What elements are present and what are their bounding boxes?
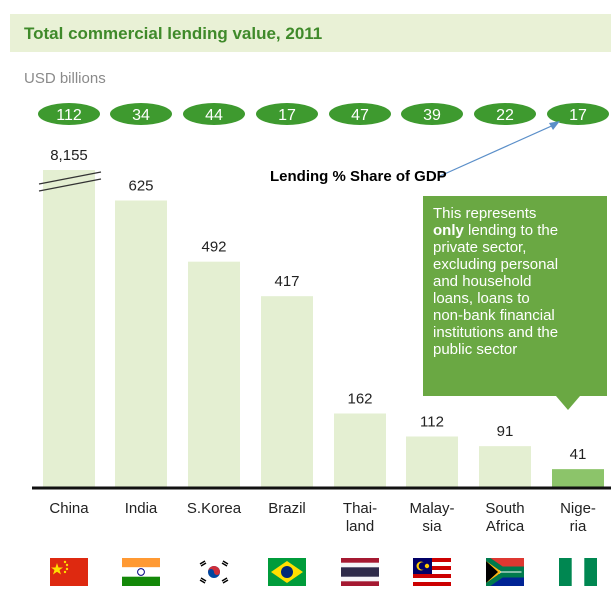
brazil-flag — [268, 558, 306, 586]
gdp-share-pill — [547, 103, 609, 125]
gdp-share-arrow — [439, 123, 557, 177]
bar-value-label: 162 — [347, 390, 372, 407]
gdp-share-value: 44 — [205, 107, 223, 124]
bar-value-label: 492 — [201, 239, 226, 256]
category-label-line: India — [124, 500, 158, 517]
category-label-line: Malay- — [409, 500, 455, 517]
china-flag — [50, 558, 88, 586]
gdp-share-value: 47 — [351, 107, 369, 124]
note-pointer — [556, 396, 580, 410]
india-flag — [122, 558, 160, 586]
south-korea-flag — [195, 558, 233, 586]
bar — [406, 436, 458, 488]
note-line: non-bank financial — [433, 307, 555, 324]
category-label: S.Korea — [174, 500, 254, 518]
gdp-share-pill — [38, 103, 100, 125]
bar — [115, 200, 167, 488]
note-line: This represents — [433, 205, 537, 222]
note-line: private sector, — [433, 239, 527, 256]
category-label-line: South — [485, 500, 525, 517]
note-line: loans, loans to — [433, 290, 530, 307]
bar — [552, 469, 604, 488]
note-box: This represents only lending to the priv… — [423, 196, 607, 396]
note-line: only lending to the — [433, 222, 599, 239]
gdp-share-pill — [474, 103, 536, 125]
category-label-line: Brazil — [268, 500, 306, 517]
nigeria-flag — [559, 558, 597, 586]
bar — [261, 296, 313, 488]
note-line-rest: lending to the — [463, 222, 559, 239]
category-label-line: China — [49, 500, 89, 517]
category-label-line: Africa — [485, 518, 525, 535]
axis-break-mark — [38, 178, 102, 192]
category-label: India — [101, 500, 181, 518]
category-label: South Africa — [465, 500, 545, 536]
gdp-share-label: Lending % Share of GDP — [270, 168, 447, 185]
category-label: Thai-land — [320, 500, 400, 536]
gdp-share-value: 22 — [496, 107, 514, 124]
category-label-line: sia — [422, 518, 442, 535]
chart-title: Total commercial lending value, 2011 — [24, 24, 323, 43]
note-line: public sector — [433, 341, 518, 358]
gdp-share-value: 39 — [423, 107, 441, 124]
unit-label: USD billions — [24, 70, 106, 87]
category-label-line: S.Korea — [186, 500, 242, 517]
category-label-line: ria — [569, 518, 587, 535]
category-label: China — [29, 500, 109, 518]
category-label-line: land — [345, 518, 375, 535]
bar-value-label: 8,155 — [50, 147, 88, 164]
gdp-share-pill — [256, 103, 318, 125]
gdp-share-pill — [110, 103, 172, 125]
bar-value-label: 417 — [274, 273, 299, 290]
category-label-line: Nige- — [560, 500, 596, 517]
bar — [479, 446, 531, 488]
malaysia-flag — [413, 558, 451, 586]
category-label-line: Thai- — [342, 500, 378, 517]
gdp-share-value: 112 — [56, 107, 82, 124]
gdp-share-pill — [401, 103, 463, 125]
bar-value-label: 625 — [128, 178, 153, 195]
note-emphasis: only — [433, 222, 464, 239]
bar-value-label: 41 — [570, 446, 587, 463]
gdp-share-pill — [183, 103, 245, 125]
bar — [43, 170, 95, 488]
gdp-share-value: 34 — [132, 107, 150, 124]
bar-value-label: 112 — [420, 413, 444, 430]
gdp-share-value: 17 — [278, 107, 296, 124]
category-label: Nige-ria — [538, 500, 611, 536]
axis-break-mark — [38, 171, 102, 185]
category-label: Malay-sia — [392, 500, 472, 536]
note-line: excluding personal — [433, 256, 559, 273]
category-label: Brazil — [247, 500, 327, 518]
note-line: institutions and the — [433, 324, 559, 341]
bar-value-label: 91 — [497, 423, 514, 440]
arrow-head — [549, 121, 560, 130]
chart-title-bar: Total commercial lending value, 2011 — [10, 14, 611, 52]
note-line: and household — [433, 273, 532, 290]
south-africa-flag — [484, 555, 527, 589]
bar — [334, 413, 386, 488]
bar — [188, 261, 240, 488]
gdp-share-value: 17 — [569, 107, 587, 124]
thailand-flag — [341, 558, 379, 586]
gdp-share-pill — [329, 103, 391, 125]
